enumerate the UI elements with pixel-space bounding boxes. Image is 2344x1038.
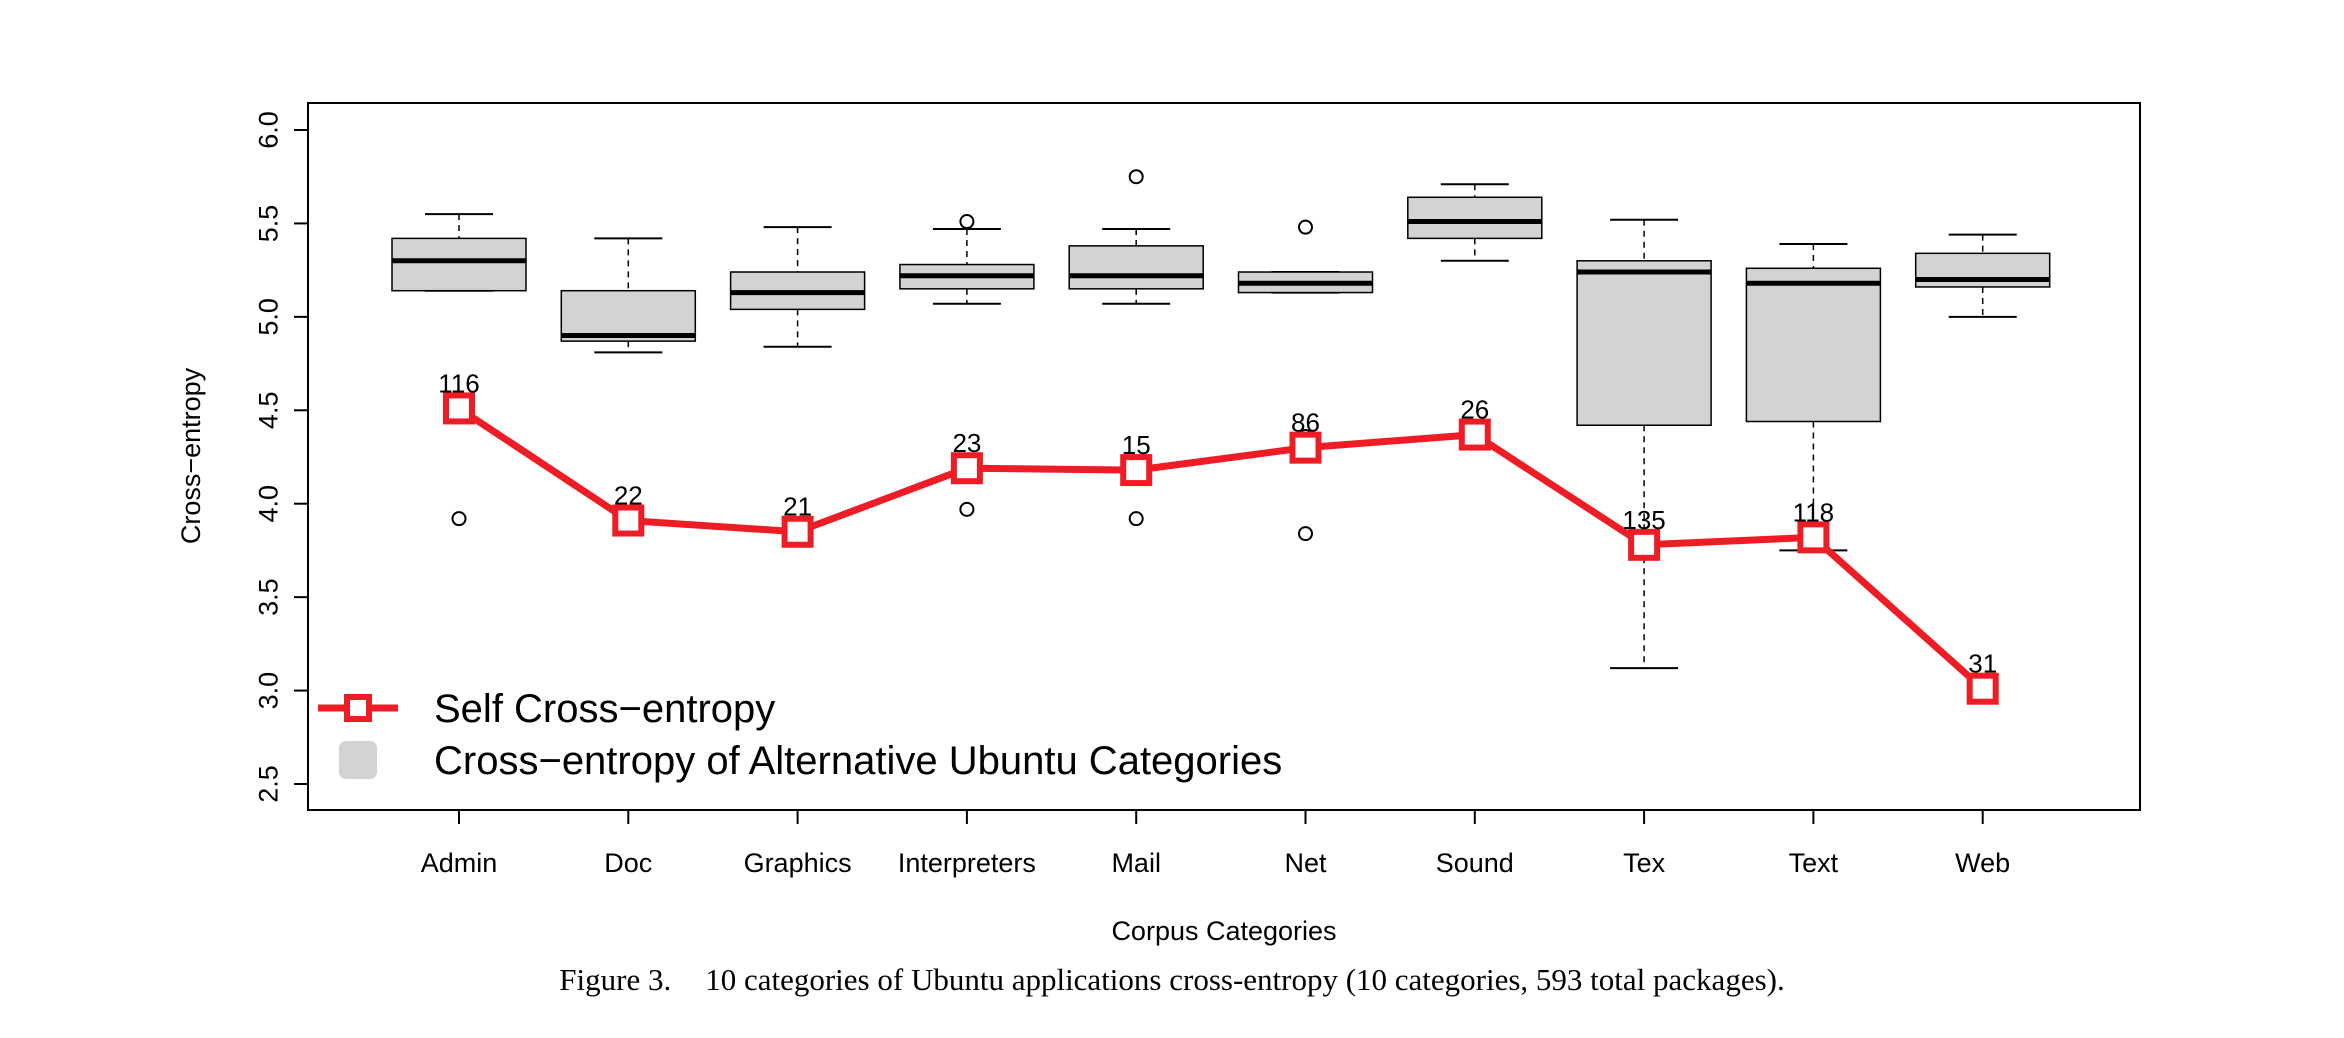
boxplot-graphics (729, 226, 866, 547)
x-tick-label: Sound (1436, 848, 1514, 878)
y-tick-label: 3.5 (253, 578, 283, 616)
package-count-label: 31 (1968, 649, 1997, 679)
package-count-label: 26 (1460, 395, 1489, 425)
x-tick-label: Tex (1623, 848, 1666, 878)
figure-caption-text: 10 categories of Ubuntu applications cro… (705, 962, 1785, 997)
self-cross-entropy-marker (1289, 431, 1322, 464)
outlier-point (959, 214, 975, 230)
box-iqr (1068, 245, 1204, 290)
boxplot-text (1745, 242, 1882, 552)
boxplot-doc (560, 237, 697, 354)
self-cross-entropy-marker (612, 504, 645, 537)
x-axis-title: Corpus Categories (1111, 916, 1336, 946)
self-cross-entropy-marker (1120, 454, 1153, 487)
self-cross-entropy-marker (781, 515, 814, 548)
boxplot-net (1237, 219, 1374, 542)
package-count-label: 22 (614, 481, 643, 511)
x-tick-label: Doc (604, 848, 652, 878)
self-cross-entropy-marker (1797, 521, 1830, 554)
x-tick-label: Text (1789, 848, 1839, 878)
outlier-point (1128, 169, 1144, 185)
axes: 2.5 3.0 3.5 4.0 4.5 5.0 5.5 6.0 Admin Doc Graphics… (253, 111, 2010, 878)
legend-self-label: Self Cross−entropy (434, 687, 775, 731)
self-cross-entropy-line (457, 405, 1986, 692)
x-tick-label: Net (1284, 848, 1327, 878)
package-count-label: 86 (1291, 408, 1320, 438)
self-cross-entropy-marker (1966, 672, 1999, 705)
self-cross-entropy-marker (443, 392, 475, 425)
boxplot-tex (1576, 218, 1712, 670)
box-iqr (560, 289, 697, 342)
boxplots (391, 169, 2051, 670)
x-tick-label: Graphics (744, 848, 852, 878)
figure-number: Figure 3. (559, 962, 672, 997)
y-tick-label: 4.0 (253, 485, 283, 523)
self-cross-entropy-marker (950, 452, 983, 485)
y-tick-label: 4.5 (253, 392, 283, 430)
legend-box-label: Cross−entropy of Alternative Ubuntu Cate… (434, 739, 1282, 783)
package-count-label: 15 (1122, 430, 1151, 460)
x-tick-label: Admin (421, 848, 498, 878)
legend-self-marker-swatch (344, 694, 372, 722)
package-count-label: 21 (783, 492, 812, 522)
y-tick-label: 2.5 (253, 765, 283, 803)
x-tick-label: Interpreters (898, 848, 1036, 878)
y-axis-title: Cross−entropy (176, 367, 206, 544)
box-iqr (391, 237, 527, 292)
legend: Self Cross−entropy Cross−entropy of Alte… (318, 687, 1282, 783)
self-cross-entropy-marker (1628, 528, 1661, 561)
package-count-label: 23 (952, 428, 981, 458)
outlier-point (1128, 511, 1144, 527)
box-iqr (1407, 196, 1543, 240)
boxplot-admin (391, 213, 527, 527)
self-cross-entropy-series: 116 22 21 23 15 86 26 135 118 31 (438, 368, 1999, 705)
outlier-point (959, 501, 975, 517)
self-cross-entropy-marker (1458, 418, 1491, 451)
outlier-point (1298, 526, 1313, 542)
package-count-label: 116 (438, 368, 479, 398)
boxplot-mail (1068, 169, 1204, 527)
boxplot-web (1914, 233, 2051, 318)
y-tick-label: 3.0 (253, 672, 283, 710)
x-tick-label: Mail (1111, 848, 1161, 878)
box-iqr (1745, 267, 1882, 423)
figure-caption: Figure 3. 10 categories of Ubuntu applica… (0, 962, 2344, 998)
box-iqr (1576, 260, 1712, 426)
outlier-point (451, 511, 467, 527)
boxplot-sound (1407, 183, 1543, 450)
package-count-label: 135 (1622, 505, 1665, 535)
y-tick-label: 5.5 (253, 205, 283, 243)
x-tick-label: Web (1955, 848, 2010, 878)
y-tick-label: 5.0 (253, 298, 283, 336)
outlier-point (1298, 219, 1313, 235)
boxplot-interpreters (899, 214, 1035, 517)
package-count-label: 118 (1793, 497, 1834, 527)
y-tick-label: 6.0 (253, 111, 283, 149)
legend-box-swatch (339, 741, 377, 779)
